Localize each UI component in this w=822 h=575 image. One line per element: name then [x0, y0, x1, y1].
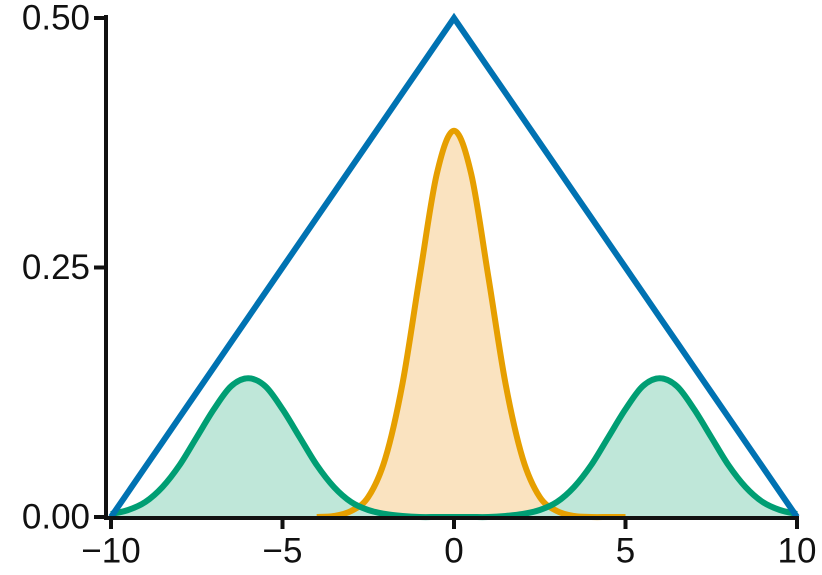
area — [316, 130, 626, 518]
y-tick-label: 0.00 — [22, 497, 90, 536]
x-tick-label: 0 — [444, 531, 463, 570]
line — [316, 127, 626, 521]
x-tick-label: 5 — [616, 531, 635, 570]
y-tick-label: 0.50 — [22, 0, 90, 37]
y-tick-label: 0.25 — [22, 248, 90, 287]
x-tick-label: −10 — [81, 531, 140, 570]
x-tick-label: 10 — [778, 531, 817, 570]
x-tick-label: −5 — [263, 531, 303, 570]
line — [108, 12, 800, 519]
